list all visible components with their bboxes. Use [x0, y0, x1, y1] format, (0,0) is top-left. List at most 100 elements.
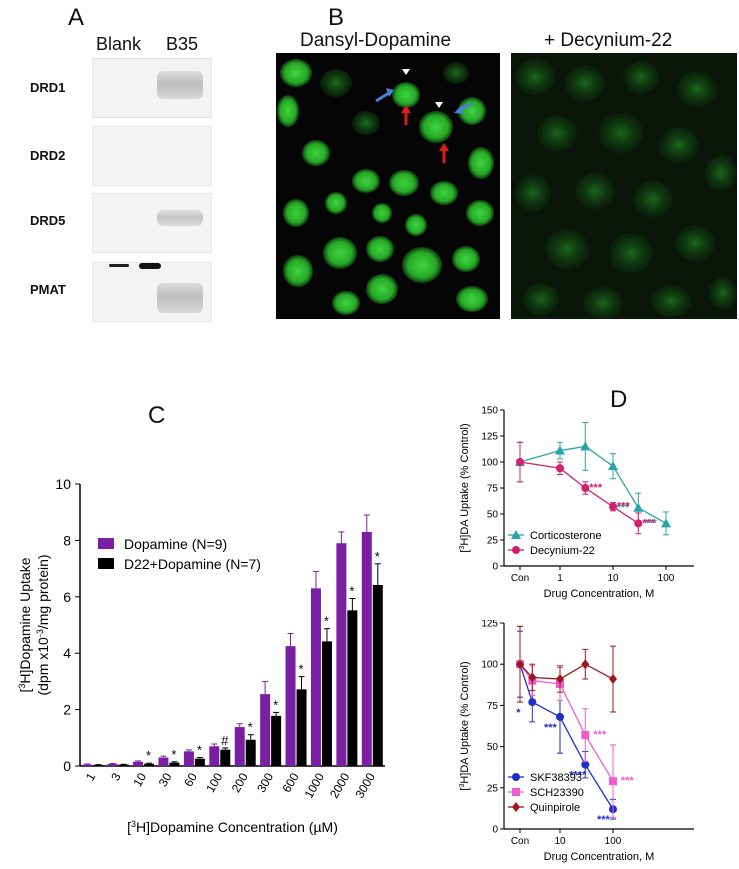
- legend-label: SCH23390: [530, 787, 584, 799]
- x-tick-label: 10: [554, 836, 566, 847]
- data-point: [609, 777, 617, 786]
- x-tick-label: 10: [130, 770, 149, 789]
- bar: [209, 746, 220, 766]
- y-tick-label: 150: [481, 406, 498, 417]
- bar: [133, 761, 144, 766]
- x-tick-label: 200: [229, 770, 251, 795]
- legend-marker: [512, 773, 520, 781]
- y-axis-label-units: (dpm x10-3/mg protein): [35, 554, 51, 695]
- data-point: [608, 461, 618, 471]
- legend-marker: [512, 788, 520, 796]
- x-tick-label: 100: [658, 573, 675, 584]
- data-point: [609, 502, 617, 511]
- significance-mark: ****: [569, 770, 587, 782]
- y-tick-label: 50: [487, 742, 499, 753]
- legend-marker: [511, 530, 521, 539]
- data-point: [581, 659, 590, 670]
- micro-title-left: Dansyl-Dopamine: [300, 30, 452, 51]
- arrow-markers: [375, 69, 473, 163]
- gel-row-label: DRD1: [30, 80, 66, 95]
- bar: [93, 764, 104, 766]
- series-line: [519, 445, 667, 524]
- x-tick-label: 60: [181, 770, 200, 789]
- data-point: [528, 672, 537, 683]
- panel-label-a: A: [68, 4, 85, 31]
- bar: [169, 762, 180, 766]
- significance-mark: ***: [597, 814, 611, 826]
- y-tick-label: 100: [481, 458, 498, 469]
- y-tick-label: 125: [481, 620, 498, 630]
- gel-row-label: DRD2: [30, 148, 66, 163]
- x-axis-label: Drug Concentration, M: [544, 851, 655, 863]
- legend-label: Quinpirole: [530, 802, 580, 814]
- x-tick-label: 1000: [302, 770, 328, 800]
- gel-lane-drd2: [92, 126, 212, 186]
- y-tick-label: 125: [481, 432, 498, 443]
- panel-label-c: C: [148, 402, 166, 429]
- x-tick-label: 600: [279, 770, 301, 795]
- micro-cells-dim: [511, 53, 737, 319]
- significance-mark: *: [146, 748, 151, 763]
- x-tick-label: 30: [156, 770, 175, 789]
- y-tick-label: 8: [63, 532, 71, 548]
- gel-row-label: PMAT: [30, 282, 66, 297]
- significance-mark: ***: [544, 722, 558, 734]
- significance-mark: *: [516, 707, 521, 719]
- x-axis-label: [3H]Dopamine Concentration (µM): [127, 819, 338, 835]
- bar: [321, 641, 332, 766]
- legend-swatch: [98, 538, 114, 549]
- y-tick-label: 0: [63, 758, 71, 774]
- data-point: [661, 518, 671, 528]
- x-tick-label: 300: [254, 770, 276, 795]
- bar: [347, 610, 358, 766]
- legend-label: SKF38393: [530, 772, 582, 784]
- bar: [220, 749, 231, 766]
- y-axis-label: [3H]DA Uptake (% Control): [459, 661, 471, 790]
- y-tick-label: 75: [487, 484, 499, 495]
- panel-label-b: B: [328, 4, 345, 31]
- micro-image-dansyl-dopamine: [276, 53, 500, 319]
- bar: [310, 588, 321, 766]
- y-tick-label: 75: [487, 701, 499, 712]
- bar: [234, 727, 245, 766]
- data-point: [556, 674, 564, 685]
- y-tick-label: 6: [63, 589, 71, 605]
- significance-mark: *: [299, 662, 304, 677]
- x-tick-label: 1: [83, 770, 99, 783]
- bar: [158, 757, 169, 766]
- bar: [260, 694, 271, 766]
- y-axis-label: [3H]DA Uptake (% Control): [459, 423, 471, 552]
- y-tick-label: 25: [487, 783, 499, 794]
- legend-label: Dopamine (N=9): [124, 536, 227, 552]
- y-tick-label: 50: [487, 510, 499, 521]
- data-point: [556, 464, 564, 473]
- bar: [271, 715, 282, 766]
- gel-artifact: [139, 263, 161, 269]
- micro-cells-bright: [277, 59, 494, 315]
- significance-mark: ***: [621, 775, 635, 787]
- significance-mark: ***: [593, 729, 607, 741]
- significance-mark: ***: [642, 517, 656, 529]
- legend-swatch: [98, 558, 114, 569]
- x-tick-label: 2000: [327, 770, 353, 800]
- significance-mark: *: [248, 720, 253, 735]
- legend-label: Decynium-22: [530, 545, 595, 557]
- data-point: [634, 519, 643, 528]
- significance-mark: *: [273, 697, 278, 712]
- bar: [82, 764, 93, 766]
- gel-row-label: DRD5: [30, 213, 66, 228]
- significance-mark: ***: [589, 482, 603, 494]
- data-point: [581, 731, 590, 740]
- significance-mark: *: [197, 743, 202, 758]
- legend-marker: [512, 546, 520, 554]
- significance-mark: ***: [644, 517, 658, 529]
- gel-lane-pmat: [92, 262, 212, 322]
- y-tick-label: 2: [63, 702, 71, 718]
- micro-image-decynium-22: [511, 53, 737, 319]
- gel-band: [157, 71, 203, 99]
- bar: [118, 764, 129, 766]
- data-point: [581, 484, 590, 492]
- legend-marker: [512, 802, 520, 812]
- legend-label: D22+Dopamine (N=7): [124, 556, 261, 572]
